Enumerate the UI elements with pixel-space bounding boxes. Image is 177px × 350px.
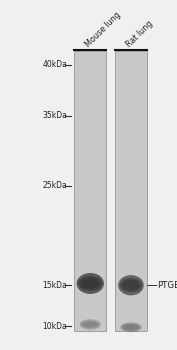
Ellipse shape	[81, 278, 99, 289]
Ellipse shape	[118, 275, 144, 295]
Text: PTGES: PTGES	[158, 281, 177, 290]
Ellipse shape	[122, 324, 140, 331]
Ellipse shape	[124, 325, 138, 330]
Text: Mouse lung: Mouse lung	[84, 10, 123, 49]
Ellipse shape	[120, 322, 142, 332]
Ellipse shape	[76, 273, 104, 294]
Ellipse shape	[79, 276, 102, 291]
Text: 10kDa: 10kDa	[42, 322, 67, 331]
Ellipse shape	[80, 319, 101, 330]
Bar	[115, 51, 147, 331]
Bar	[74, 51, 106, 331]
Text: 15kDa: 15kDa	[42, 281, 67, 290]
Text: 25kDa: 25kDa	[42, 181, 67, 190]
Ellipse shape	[123, 280, 139, 290]
Ellipse shape	[120, 278, 142, 292]
Text: Rat lung: Rat lung	[125, 19, 155, 49]
Text: 35kDa: 35kDa	[42, 111, 67, 120]
Ellipse shape	[83, 322, 97, 327]
Text: 40kDa: 40kDa	[42, 60, 67, 69]
Ellipse shape	[81, 321, 99, 328]
